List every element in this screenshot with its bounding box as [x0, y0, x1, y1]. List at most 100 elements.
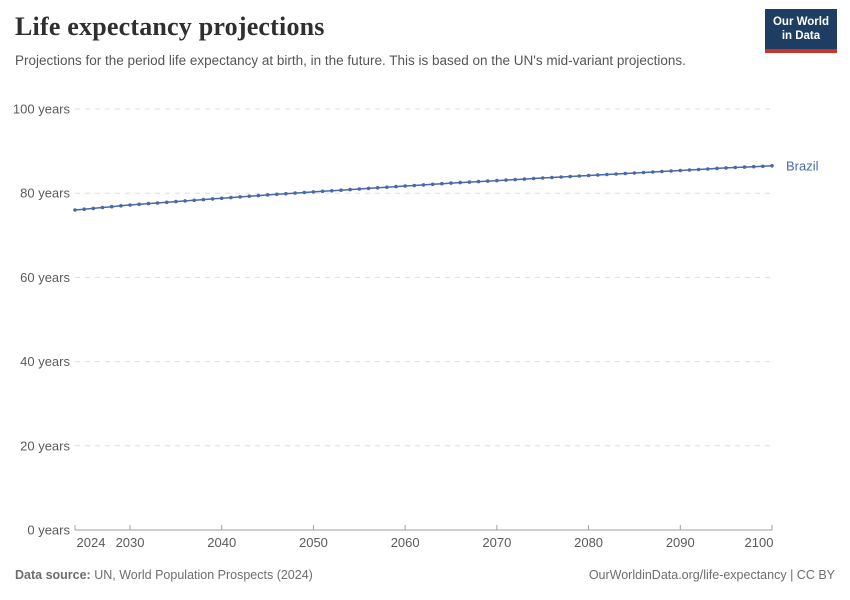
- series-label-brazil[interactable]: Brazil: [786, 158, 819, 173]
- data-point[interactable]: [247, 194, 252, 198]
- series-line-brazil[interactable]: [74, 165, 773, 211]
- data-point[interactable]: [320, 189, 325, 194]
- x-axis-tick-label: 2040: [207, 535, 236, 550]
- data-point[interactable]: [109, 204, 114, 209]
- data-point[interactable]: [275, 192, 279, 197]
- data-point[interactable]: [403, 184, 408, 188]
- data-point[interactable]: [660, 169, 664, 174]
- x-axis-tick-label: 2100: [745, 535, 774, 550]
- data-point[interactable]: [577, 174, 582, 178]
- data-point[interactable]: [531, 176, 536, 181]
- data-point[interactable]: [742, 165, 747, 169]
- data-point[interactable]: [449, 181, 453, 185]
- data-point[interactable]: [357, 187, 362, 191]
- data-point[interactable]: [119, 204, 123, 208]
- x-axis-tick-label: 2030: [116, 535, 145, 550]
- data-point[interactable]: [605, 172, 609, 177]
- line-chart: 0 years 20 years 40 years 60 years 80 years 1…: [13, 102, 819, 551]
- x-axis-tick-label: 2070: [482, 535, 511, 550]
- data-point[interactable]: [229, 195, 233, 200]
- data-point[interactable]: [614, 172, 618, 176]
- x-axis-tick-label: 2024: [77, 535, 106, 550]
- x-axis-tick-label: 2050: [299, 535, 328, 550]
- y-axis-tick-label: 100 years: [13, 102, 71, 117]
- data-point[interactable]: [761, 164, 765, 169]
- data-point[interactable]: [91, 206, 96, 211]
- data-point[interactable]: [440, 181, 444, 186]
- data-point[interactable]: [348, 187, 352, 192]
- chart-subtitle: Projections for the period life expectan…: [15, 53, 686, 68]
- data-point[interactable]: [284, 191, 288, 196]
- data-point[interactable]: [155, 201, 160, 205]
- data-point[interactable]: [394, 184, 398, 189]
- data-source-text: UN, World Population Prospects (2024): [90, 568, 313, 582]
- footer-license: | CC BY: [786, 568, 835, 582]
- data-point[interactable]: [495, 178, 499, 183]
- data-point[interactable]: [430, 182, 435, 187]
- data-point[interactable]: [733, 165, 738, 170]
- data-point[interactable]: [586, 173, 591, 178]
- data-point[interactable]: [751, 164, 756, 169]
- data-point[interactable]: [210, 197, 215, 201]
- data-point[interactable]: [485, 179, 490, 183]
- data-point[interactable]: [467, 180, 472, 184]
- data-point[interactable]: [375, 186, 380, 190]
- data-point[interactable]: [311, 190, 316, 194]
- data-point[interactable]: [201, 197, 206, 202]
- y-axis-tick-label: 60 years: [20, 270, 70, 285]
- data-point[interactable]: [265, 193, 270, 197]
- data-point[interactable]: [724, 166, 728, 170]
- data-point[interactable]: [687, 168, 692, 172]
- data-point[interactable]: [770, 164, 774, 168]
- data-point[interactable]: [330, 189, 334, 193]
- data-point[interactable]: [476, 179, 481, 184]
- data-point[interactable]: [504, 178, 508, 182]
- data-point[interactable]: [339, 188, 343, 192]
- data-point[interactable]: [669, 169, 673, 173]
- data-point[interactable]: [540, 176, 545, 180]
- data-point[interactable]: [128, 203, 132, 207]
- data-point[interactable]: [73, 208, 77, 212]
- data-point[interactable]: [678, 168, 683, 173]
- data-point[interactable]: [238, 195, 242, 199]
- data-point[interactable]: [641, 170, 646, 175]
- data-point[interactable]: [256, 193, 261, 198]
- owid-logo: Our World in Data: [764, 9, 837, 53]
- data-point[interactable]: [137, 202, 141, 207]
- data-point[interactable]: [412, 183, 417, 188]
- data-point[interactable]: [706, 167, 710, 171]
- data-point[interactable]: [651, 170, 655, 174]
- data-point[interactable]: [219, 196, 224, 201]
- data-point[interactable]: [421, 183, 426, 187]
- data-point[interactable]: [82, 207, 86, 211]
- data-point[interactable]: [550, 175, 554, 180]
- data-point[interactable]: [568, 174, 572, 179]
- data-point[interactable]: [513, 177, 517, 182]
- data-point[interactable]: [164, 200, 169, 205]
- x-axis-tick-label: 2090: [666, 535, 695, 550]
- data-source-note: Data source: UN, World Population Prospe…: [15, 568, 313, 582]
- data-point[interactable]: [302, 190, 307, 195]
- data-point[interactable]: [458, 180, 463, 185]
- footer-url[interactable]: OurWorldinData.org/life-expectancy: [588, 568, 787, 582]
- data-point[interactable]: [293, 191, 297, 195]
- data-point[interactable]: [192, 198, 196, 203]
- owid-logo-line1: Our World: [772, 16, 829, 28]
- y-axis-tick-label: 0 years: [27, 523, 70, 538]
- data-point[interactable]: [183, 199, 187, 203]
- data-point[interactable]: [385, 185, 389, 189]
- data-point[interactable]: [366, 186, 371, 191]
- data-point[interactable]: [696, 167, 701, 172]
- data-point[interactable]: [623, 171, 628, 176]
- owid-logo-line2: in Data: [781, 29, 821, 42]
- data-point[interactable]: [596, 173, 600, 177]
- data-point[interactable]: [174, 199, 178, 204]
- data-source-label: Data source:: [15, 568, 91, 582]
- data-point[interactable]: [715, 166, 719, 171]
- data-point[interactable]: [559, 175, 563, 179]
- data-point[interactable]: [146, 201, 151, 206]
- data-point[interactable]: [632, 171, 637, 175]
- y-axis-tick-label: 80 years: [20, 186, 70, 201]
- data-point[interactable]: [100, 205, 105, 210]
- data-point[interactable]: [522, 177, 527, 181]
